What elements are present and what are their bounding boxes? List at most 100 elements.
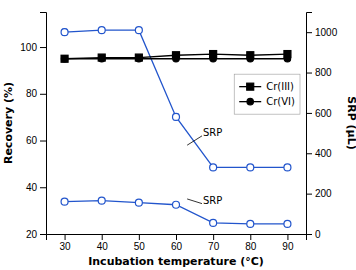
tick-label: 600 <box>315 108 332 119</box>
tick-mark <box>40 187 46 188</box>
point <box>247 220 254 227</box>
legend-item: Cr(VI) <box>239 96 295 107</box>
tick-mark <box>306 113 312 114</box>
point <box>284 164 291 171</box>
tick: 30 <box>60 234 72 252</box>
point <box>61 55 68 62</box>
point <box>135 54 142 61</box>
tick-mark <box>213 234 214 240</box>
tick-label: 60 <box>26 135 38 146</box>
tick: 40 <box>97 234 109 252</box>
tick-label: 400 <box>315 148 332 159</box>
tick-mark <box>139 234 140 240</box>
tick: 800 <box>306 67 332 78</box>
tick: 600 <box>306 108 332 119</box>
tick-label: 100 <box>20 42 37 53</box>
tick-label: 70 <box>208 241 220 252</box>
tick-label: 200 <box>315 188 332 199</box>
point <box>136 56 142 62</box>
series-line <box>65 201 288 224</box>
tick-mark <box>176 234 177 240</box>
tick-label: 20 <box>26 229 38 240</box>
tick-mark <box>40 47 46 48</box>
tick: 90 <box>282 234 294 252</box>
tick-mark <box>40 94 46 95</box>
tick: 50 <box>134 234 146 252</box>
tick: 1000 <box>306 27 338 38</box>
tick-label: 60 <box>171 241 183 252</box>
tick-label: 30 <box>60 241 72 252</box>
point <box>173 113 180 120</box>
tick: 80 <box>245 234 257 252</box>
tick-label: 90 <box>282 241 294 252</box>
tick-label: 0 <box>315 229 321 240</box>
tick-mark <box>65 234 66 240</box>
tick-label: 40 <box>97 241 109 252</box>
tick-mark <box>250 234 251 240</box>
point <box>135 27 142 34</box>
series <box>61 51 291 63</box>
point <box>99 56 105 62</box>
annotation: SRP <box>203 195 222 206</box>
tick: 70 <box>208 234 220 252</box>
x-axis: 30 40 50 60 70 80 90 <box>47 234 307 252</box>
annotations: SRP SRP <box>187 127 222 206</box>
point <box>284 56 290 62</box>
point <box>61 198 68 205</box>
tick-mark <box>306 32 312 33</box>
tick-mark <box>306 194 312 195</box>
y-axis-line <box>40 13 47 235</box>
point <box>173 201 180 208</box>
point <box>61 56 67 62</box>
point <box>98 27 105 34</box>
legend-marker <box>247 83 254 90</box>
tick-mark <box>306 73 312 74</box>
tick: 0 <box>306 229 321 240</box>
tick: 200 <box>306 188 332 199</box>
tick: 100 <box>20 42 46 53</box>
tick: 400 <box>306 148 332 159</box>
tick: 60 <box>26 135 46 146</box>
legend-frame <box>234 74 300 114</box>
tick-label: 50 <box>134 241 146 252</box>
x-axis-line <box>47 235 307 241</box>
tick-label: 800 <box>315 67 332 78</box>
annotation: SRP <box>203 127 222 138</box>
point <box>284 220 291 227</box>
point <box>210 219 217 226</box>
tick-mark <box>306 234 312 235</box>
legend: Cr(III) Cr(VI) <box>234 74 300 114</box>
point <box>98 54 105 61</box>
chart: 3040506070809020406080100020040060080010… <box>0 0 356 270</box>
point <box>135 199 142 206</box>
tick: 40 <box>26 182 46 193</box>
legend-item: Cr(III) <box>239 81 294 92</box>
legend-label: Cr(III) <box>266 81 294 92</box>
tick: 20 <box>26 229 46 240</box>
legend-label: Cr(VI) <box>266 96 295 107</box>
point <box>247 164 254 171</box>
series <box>61 56 290 62</box>
y2-axis-title: SRP (μL) <box>345 96 356 149</box>
tick-mark <box>287 234 288 240</box>
series <box>61 197 291 227</box>
y2-axis: 0 200 400 600 800 1000 <box>306 13 338 240</box>
tick-label: 1000 <box>315 27 338 38</box>
x-axis-title: Incubation temperature (°C) <box>88 255 264 268</box>
legend-marker <box>247 98 253 104</box>
annotation-line <box>187 199 202 204</box>
annotation-line <box>187 136 202 145</box>
plot-area <box>61 27 291 228</box>
tick-label: 80 <box>26 88 38 99</box>
y2-axis-line <box>307 13 313 235</box>
point <box>247 56 253 62</box>
y-axis-title: Recovery (%) <box>2 82 15 164</box>
y-axis: 20 40 60 80 100 <box>20 13 46 240</box>
tick: 60 <box>171 234 183 252</box>
error-bar <box>174 114 179 120</box>
point <box>61 29 68 36</box>
tick-mark <box>306 153 312 154</box>
tick-label: 80 <box>245 241 257 252</box>
tick-mark <box>40 141 46 142</box>
point <box>210 164 217 171</box>
